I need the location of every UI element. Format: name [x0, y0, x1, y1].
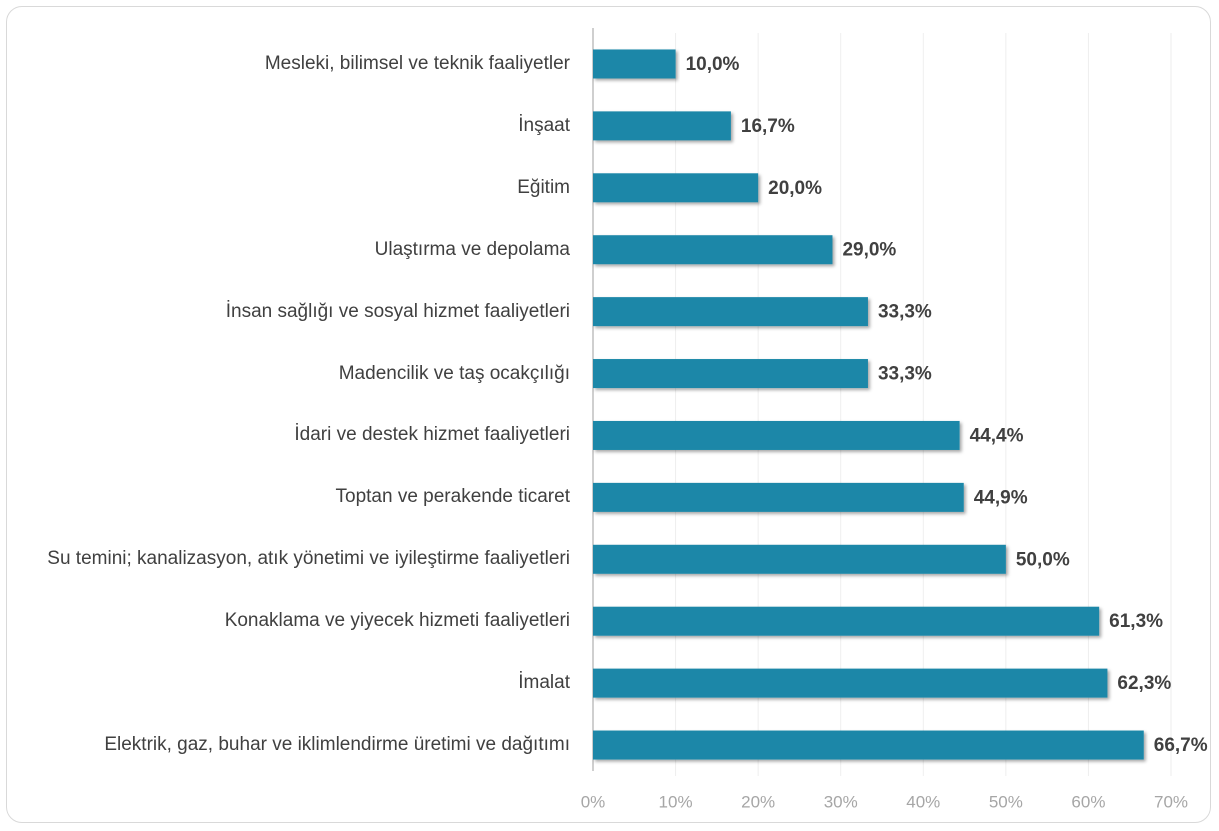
data-label: 61,3%	[1109, 611, 1163, 632]
y-tick-label: Mesleki, bilimsel ve teknik faaliyetler	[264, 52, 570, 74]
bar	[593, 668, 1108, 698]
y-tick-label: Eğitim	[517, 176, 570, 198]
bar	[593, 111, 731, 141]
bar	[593, 606, 1100, 636]
x-tick-label: 60%	[1071, 792, 1105, 811]
data-label: 20,0%	[768, 178, 822, 199]
y-tick-label: Toptan ve perakende ticaret	[335, 486, 571, 508]
y-tick-label: İnsan sağlığı ve sosyal hizmet faaliyetl…	[225, 300, 570, 322]
bar	[593, 730, 1144, 760]
y-tick-label: Elektrik, gaz, buhar ve iklimlendirme ür…	[104, 734, 570, 756]
y-tick-label: İdari ve destek hizmet faaliyetleri	[294, 424, 570, 446]
x-tick-label: 20%	[741, 792, 775, 811]
y-tick-label: Su temini; kanalizasyon, atık yönetimi v…	[47, 548, 570, 570]
bar	[593, 235, 833, 265]
data-label: 44,9%	[974, 487, 1028, 508]
y-tick-label: İmalat	[518, 672, 570, 694]
y-tick-label: İnşaat	[518, 114, 570, 136]
x-tick-label: 70%	[1154, 792, 1188, 811]
bar	[593, 482, 964, 512]
y-tick-label: Madencilik ve taş ocakçılığı	[338, 362, 570, 384]
data-label: 66,7%	[1154, 735, 1208, 756]
data-label: 29,0%	[842, 240, 896, 261]
data-label: 50,0%	[1016, 549, 1070, 570]
bar	[593, 359, 868, 389]
data-label: 33,3%	[878, 364, 932, 385]
y-tick-label: Konaklama ve yiyecek hizmeti faaliyetler…	[224, 610, 570, 632]
data-label: 44,4%	[970, 425, 1024, 446]
bar	[593, 49, 676, 79]
x-tick-label: 10%	[659, 792, 693, 811]
data-label: 16,7%	[741, 116, 795, 137]
data-label: 33,3%	[878, 302, 932, 323]
data-label: 10,0%	[686, 54, 740, 75]
data-label: 62,3%	[1117, 673, 1171, 694]
x-tick-label: 50%	[989, 792, 1023, 811]
bar	[593, 173, 759, 203]
x-tick-label: 0%	[581, 792, 606, 811]
y-tick-label: Ulaştırma ve depolama	[374, 238, 570, 260]
x-tick-label: 30%	[824, 792, 858, 811]
bar	[593, 297, 868, 327]
bar	[593, 544, 1006, 574]
bar	[593, 420, 960, 450]
x-tick-label: 40%	[906, 792, 940, 811]
